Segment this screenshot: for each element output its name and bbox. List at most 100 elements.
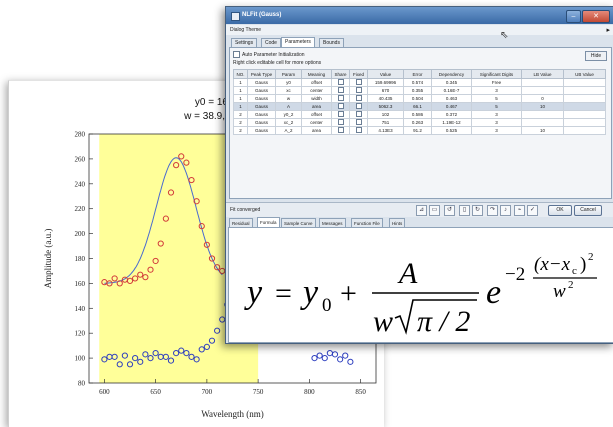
table-cell[interactable]: 0 bbox=[521, 94, 564, 103]
table-cell[interactable] bbox=[521, 78, 564, 87]
table-cell[interactable]: 2 bbox=[233, 126, 248, 135]
table-cell[interactable]: 66.1 bbox=[403, 102, 432, 111]
table-cell[interactable]: center bbox=[301, 86, 332, 95]
table-cell[interactable]: 5062.3 bbox=[367, 102, 404, 111]
column-header[interactable]: Significant Digits bbox=[471, 69, 522, 79]
table-cell[interactable]: 0.504 bbox=[403, 94, 432, 103]
table-cell[interactable]: w bbox=[275, 94, 302, 103]
column-header[interactable]: UB Value bbox=[563, 69, 606, 79]
table-cell[interactable]: xc bbox=[275, 86, 302, 95]
table-cell[interactable] bbox=[521, 86, 564, 95]
tab-formula[interactable]: Formula bbox=[257, 217, 280, 228]
table-cell[interactable]: Gauss bbox=[247, 86, 276, 95]
share-checkbox[interactable] bbox=[331, 118, 350, 127]
fixed-checkbox[interactable] bbox=[349, 78, 368, 87]
table-cell[interactable]: Gauss bbox=[247, 118, 276, 127]
table-cell[interactable]: 3 bbox=[471, 110, 522, 119]
share-checkbox[interactable] bbox=[331, 126, 350, 135]
table-cell[interactable]: Gauss bbox=[247, 126, 276, 135]
column-header[interactable]: Error bbox=[403, 69, 432, 79]
column-header[interactable]: Param bbox=[275, 69, 302, 79]
table-cell[interactable]: 91.2 bbox=[403, 126, 432, 135]
table-cell[interactable] bbox=[563, 102, 606, 111]
dialog-theme-row[interactable]: Dialog Theme ▸ bbox=[226, 25, 613, 35]
tab-bounds[interactable]: Bounds bbox=[319, 38, 344, 48]
table-cell[interactable]: offset bbox=[301, 110, 332, 119]
share-checkbox[interactable] bbox=[331, 86, 350, 95]
table-cell[interactable] bbox=[563, 78, 606, 87]
table-cell[interactable]: Gauss bbox=[247, 94, 276, 103]
table-cell[interactable]: 10 bbox=[521, 102, 564, 111]
table-cell[interactable]: 670 bbox=[367, 86, 404, 95]
table-cell[interactable]: 40.435 bbox=[367, 94, 404, 103]
table-cell[interactable]: 0.355 bbox=[403, 86, 432, 95]
tab-messages[interactable]: Messages bbox=[319, 218, 346, 228]
table-cell[interactable] bbox=[521, 110, 564, 119]
table-cell[interactable]: 0.263 bbox=[403, 118, 432, 127]
share-checkbox[interactable] bbox=[331, 78, 350, 87]
table-cell[interactable]: 1 bbox=[233, 78, 248, 87]
table-cell[interactable]: 0.574 bbox=[403, 78, 432, 87]
table-row[interactable]: 2 Gauss A_2 area 4.13E3 91.2 0.525 3 10 bbox=[233, 126, 606, 135]
fit-until-converged-icon[interactable]: ♪ bbox=[500, 205, 511, 216]
table-cell[interactable] bbox=[563, 94, 606, 103]
table-cell[interactable]: 10 bbox=[521, 126, 564, 135]
table-row[interactable]: 2 Gauss xc_2 center 751 0.263 1.19E-12 3 bbox=[233, 118, 606, 127]
table-cell[interactable]: 1 bbox=[233, 94, 248, 103]
iterate-icon[interactable]: ↷ bbox=[487, 205, 498, 216]
table-cell[interactable]: 1 bbox=[233, 102, 248, 111]
table-cell[interactable]: 0.372 bbox=[431, 110, 472, 119]
fixed-checkbox[interactable] bbox=[349, 86, 368, 95]
close-icon[interactable]: ✕ bbox=[582, 10, 610, 23]
column-header[interactable]: Dependency bbox=[431, 69, 472, 79]
table-cell[interactable]: 1.19E-12 bbox=[431, 118, 472, 127]
table-cell[interactable]: 4.13E3 bbox=[367, 126, 404, 135]
table-cell[interactable]: Free bbox=[471, 78, 522, 87]
cancel-button[interactable]: Cancel bbox=[574, 205, 602, 216]
table-cell[interactable]: xc_2 bbox=[275, 118, 302, 127]
fixed-checkbox[interactable] bbox=[349, 118, 368, 127]
theme-arrow-icon[interactable]: ▸ bbox=[606, 27, 610, 34]
table-cell[interactable]: 1 bbox=[233, 86, 248, 95]
column-header[interactable]: NO. bbox=[233, 69, 248, 79]
tab-sample-curve[interactable]: Sample Curve bbox=[281, 218, 316, 228]
table-cell[interactable]: Gauss bbox=[247, 110, 276, 119]
table-cell[interactable]: 159.69996 bbox=[367, 78, 404, 87]
table-cell[interactable]: A_2 bbox=[275, 126, 302, 135]
tab-hints[interactable]: Hints bbox=[389, 218, 406, 228]
table-cell[interactable] bbox=[521, 118, 564, 127]
fixed-checkbox[interactable] bbox=[349, 110, 368, 119]
share-checkbox[interactable] bbox=[331, 102, 350, 111]
column-header[interactable]: Peak Type bbox=[247, 69, 276, 79]
hide-button[interactable]: Hide bbox=[585, 51, 607, 61]
table-row[interactable]: 1 Gauss y0 offset 159.69996 0.574 0.345 Free bbox=[233, 78, 606, 87]
save-icon[interactable]: ▭ bbox=[429, 205, 440, 216]
table-cell[interactable]: 0.16E-7 bbox=[431, 86, 472, 95]
table-cell[interactable]: 3 bbox=[471, 126, 522, 135]
table-cell[interactable]: 0.467 bbox=[431, 102, 472, 111]
table-cell[interactable]: Gauss bbox=[247, 78, 276, 87]
table-cell[interactable]: offset bbox=[301, 78, 332, 87]
column-header[interactable]: Share bbox=[331, 69, 350, 79]
tab-residual[interactable]: Residual bbox=[229, 218, 253, 228]
table-cell[interactable]: area bbox=[301, 102, 332, 111]
table-cell[interactable] bbox=[563, 110, 606, 119]
share-checkbox[interactable] bbox=[331, 94, 350, 103]
table-cell[interactable] bbox=[563, 118, 606, 127]
table-cell[interactable]: 3 bbox=[471, 118, 522, 127]
table-cell[interactable] bbox=[563, 86, 606, 95]
tab-function-file[interactable]: Function File bbox=[351, 218, 383, 228]
table-cell[interactable]: 5 bbox=[471, 94, 522, 103]
table-cell[interactable]: 751 bbox=[367, 118, 404, 127]
tab-parameters[interactable]: Parameters bbox=[281, 37, 315, 48]
tab-code[interactable]: Code bbox=[261, 38, 281, 48]
table-row[interactable]: 1 Gauss w width 40.435 0.504 0.463 5 0 bbox=[233, 94, 606, 103]
settings-icon[interactable]: ✓ bbox=[527, 205, 538, 216]
column-header[interactable]: LB Value bbox=[521, 69, 564, 79]
minimize-icon[interactable]: – bbox=[566, 10, 581, 23]
auto-param-checkbox[interactable] bbox=[233, 51, 240, 58]
share-checkbox[interactable] bbox=[331, 110, 350, 119]
column-header[interactable]: Meaning bbox=[301, 69, 332, 79]
one-iteration-icon[interactable]: ↻ bbox=[472, 205, 483, 216]
table-cell[interactable]: 5 bbox=[471, 102, 522, 111]
